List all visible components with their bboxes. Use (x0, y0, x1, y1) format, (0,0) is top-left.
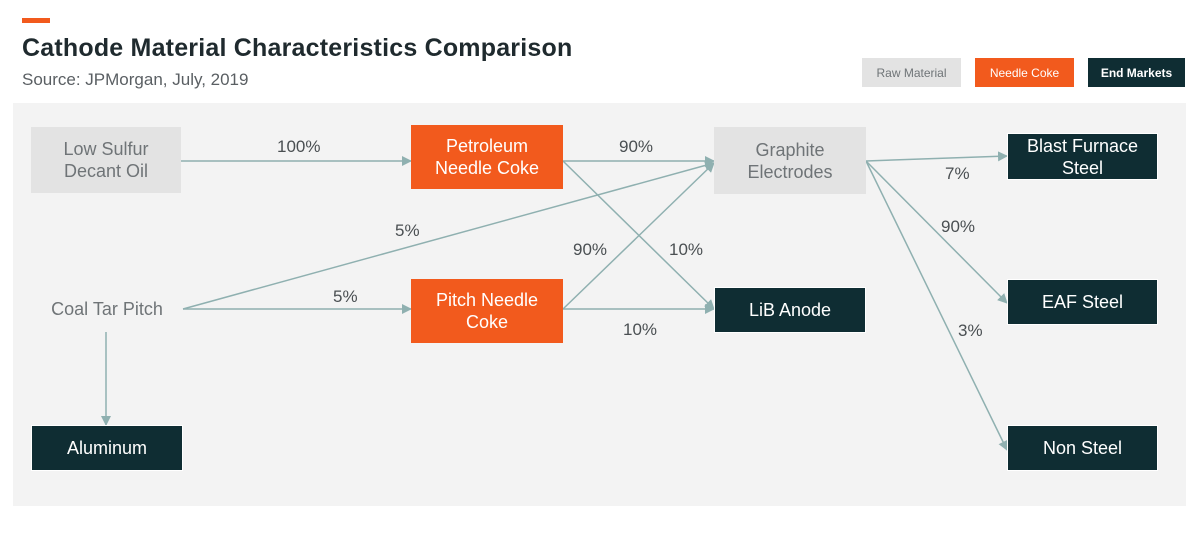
legend-raw-material: Raw Material (862, 58, 961, 87)
flow-label-coal-to-graphite: 5% (395, 221, 420, 240)
edge-graphite-to-eaf (865, 160, 1008, 304)
diagram-panel (13, 103, 1186, 506)
flow-label-oil-to-petroleum: 100% (277, 137, 321, 156)
flow-label-petroleum-to-lib: 10% (669, 240, 704, 259)
node-eaf-steel: EAF Steel (1007, 279, 1158, 325)
node-petroleum-needle-coke: Petroleum Needle Coke (411, 125, 563, 189)
flow-label-coal-to-pitch: 5% (333, 287, 358, 306)
node-graphite-electrodes: Graphite Electrodes (714, 127, 866, 194)
node-pitch-needle-coke: Pitch Needle Coke (411, 279, 563, 343)
flow-label-graphite-to-eaf: 90% (941, 217, 976, 236)
page-subtitle: Source: JPMorgan, July, 2019 (22, 70, 249, 89)
legend-needle-coke: Needle Coke (975, 58, 1074, 87)
node-blast-furnace-steel: Blast Furnace Steel (1007, 133, 1158, 180)
edge-graphite-to-nonsteel (865, 160, 1008, 451)
edge-pitch-to-graphite (562, 162, 715, 310)
title-accent-bar (22, 18, 50, 23)
flow-label-petroleum-to-graphite: 90% (619, 137, 654, 156)
node-coal-tar-pitch: Coal Tar Pitch (51, 299, 163, 319)
flow-label-graphite-to-blast: 7% (945, 164, 970, 183)
page-title: Cathode Material Characteristics Compari… (22, 34, 573, 62)
flow-label-graphite-to-nonsteel: 3% (958, 321, 983, 340)
node-aluminum: Aluminum (31, 425, 183, 471)
flow-label-pitch-to-graphite: 90% (573, 240, 608, 259)
node-lib-anode: LiB Anode (714, 287, 866, 333)
edge-graphite-to-blast (865, 151, 1008, 162)
edge-coal-to-graphite (182, 160, 715, 310)
node-low-sulfur-decant-oil: Low Sulfur Decant Oil (31, 127, 181, 193)
legend-end-markets: End Markets (1088, 58, 1185, 87)
node-non-steel: Non Steel (1007, 425, 1158, 471)
flow-label-pitch-to-lib: 10% (623, 320, 658, 339)
